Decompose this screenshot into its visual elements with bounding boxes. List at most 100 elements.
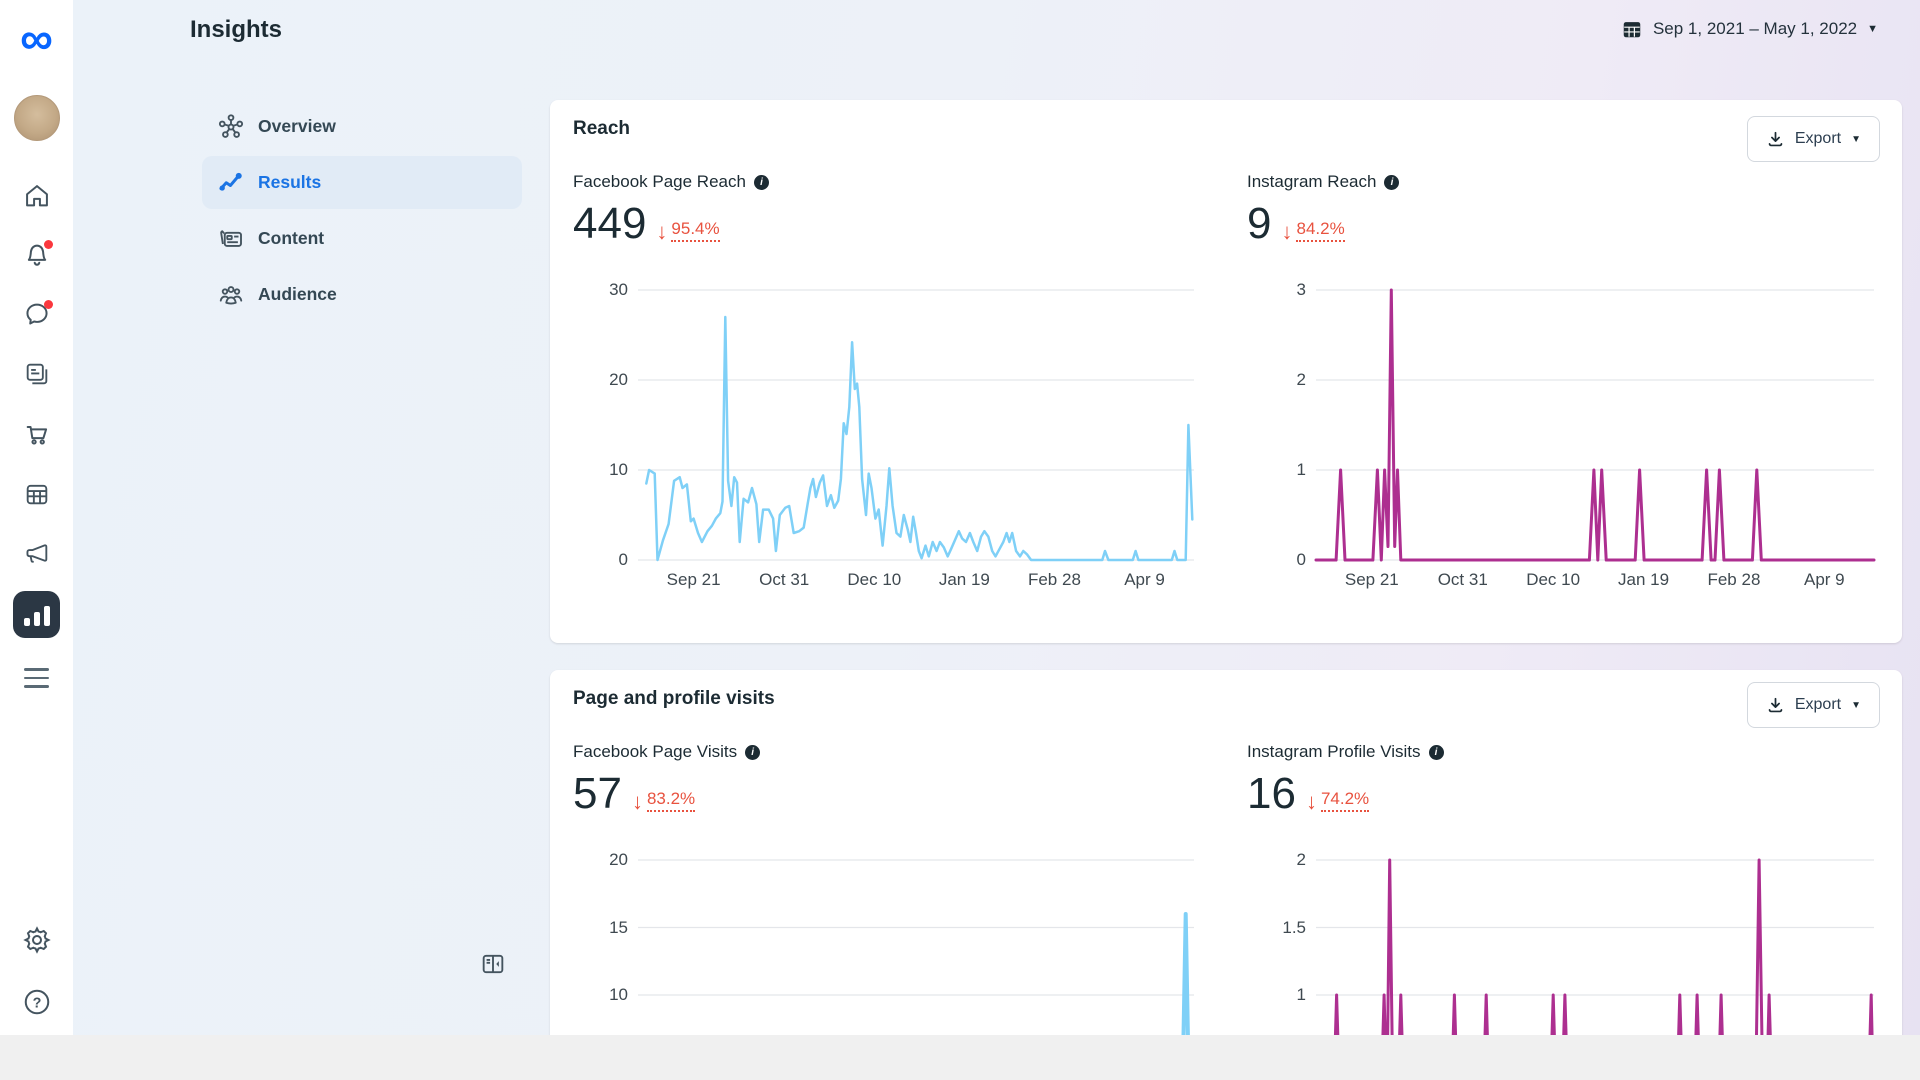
results-icon xyxy=(219,172,242,191)
x-axis-tick-label: Apr 9 xyxy=(1124,570,1165,589)
planner-calendar-icon xyxy=(26,484,47,505)
metric-value: 57 xyxy=(573,769,622,818)
metric-label: Facebook Page Visits xyxy=(573,742,738,761)
delta-percent[interactable]: 83.2% xyxy=(646,789,696,812)
posts-nav[interactable] xyxy=(0,350,73,398)
info-icon[interactable]: i xyxy=(1384,174,1400,190)
info-icon[interactable]: i xyxy=(753,174,769,190)
facebook-page-visits-metric: Facebook Page Visits i 57 ↓ 83.2% xyxy=(573,742,761,818)
download-icon xyxy=(1768,697,1783,712)
facebook-page-reach-metric: Facebook Page Reach i 449 ↓ 95.4% xyxy=(573,172,769,246)
x-axis-tick-label: Sep 21 xyxy=(1344,570,1399,589)
down-arrow-icon: ↓ xyxy=(631,789,643,814)
instagram-profile-visits-metric: Instagram Profile Visits i 16 ↓ 74.2% xyxy=(1247,742,1444,816)
svg-text:?: ? xyxy=(32,995,41,1011)
card-title: Reach xyxy=(573,118,631,139)
y-axis-tick-label: 15 xyxy=(609,917,628,937)
info-icon[interactable]: i xyxy=(1428,744,1444,760)
delta-percent[interactable]: 95.4% xyxy=(671,219,720,242)
nav-item-audience[interactable]: Audience xyxy=(202,268,522,321)
y-axis-tick-label: 20 xyxy=(609,370,628,389)
y-axis-tick-label: 0 xyxy=(618,550,628,569)
nav-item-overview[interactable]: Overview xyxy=(202,100,522,153)
x-axis-tick-label: Dec 10 xyxy=(1526,570,1581,589)
export-label: Export xyxy=(1794,130,1842,147)
export-label: Export xyxy=(1794,696,1842,713)
export-button[interactable]: Export ▼ xyxy=(1746,682,1880,728)
planner-nav[interactable] xyxy=(0,470,73,518)
y-axis-tick-label: 10 xyxy=(609,460,628,479)
down-arrow-icon: ↓ xyxy=(656,219,668,244)
x-axis-tick-label: Jan 19 xyxy=(1618,570,1670,589)
ads-nav[interactable] xyxy=(0,529,73,577)
all-tools-menu-icon xyxy=(24,668,49,688)
chevron-down-icon: ▼ xyxy=(1851,133,1861,145)
help-icon: ? xyxy=(24,989,49,1015)
messages-badge xyxy=(43,300,53,309)
reach-card: Reach Export ▼ Facebook Page Reach i 449… xyxy=(550,100,1902,643)
delta-percent[interactable]: 84.2% xyxy=(1296,219,1345,242)
date-range-picker[interactable]: Sep 1, 2021 – May 1, 2022 ▼ xyxy=(1621,18,1878,40)
chevron-down-icon: ▼ xyxy=(1851,699,1861,711)
all-tools-nav[interactable] xyxy=(0,658,73,698)
x-axis-tick-label: Jan 19 xyxy=(938,570,990,589)
metric-value: 16 xyxy=(1247,769,1296,818)
card-title: Page and profile visits xyxy=(573,688,775,709)
y-axis-tick-label: 2 xyxy=(1296,850,1306,869)
nav-item-content[interactable]: Content xyxy=(202,212,522,265)
insights-chart-icon xyxy=(13,590,60,638)
y-axis-tick-label: 10 xyxy=(609,985,628,1004)
x-axis-tick-label: Apr 9 xyxy=(1804,570,1845,589)
facebook-page-visits-chart: 20 15 10 xyxy=(609,850,1194,1080)
metric-value: 9 xyxy=(1247,199,1272,248)
x-axis-tick-label: Feb 28 xyxy=(1707,570,1761,589)
meta-logo[interactable]: ∞ xyxy=(0,14,73,62)
collapse-panel-icon xyxy=(482,954,504,974)
y-axis-tick-label: 1.5 xyxy=(1282,917,1306,937)
y-axis-tick-label: 2 xyxy=(1296,370,1306,389)
metric-value: 449 xyxy=(573,199,647,248)
home-nav[interactable] xyxy=(0,172,73,220)
commerce-nav[interactable] xyxy=(0,410,73,458)
export-button[interactable]: Export ▼ xyxy=(1746,116,1880,162)
calendar-icon xyxy=(1623,22,1641,38)
left-icon-rail: ∞ xyxy=(0,0,73,1080)
metric-label: Instagram Profile Visits xyxy=(1247,742,1421,761)
metric-label: Instagram Reach xyxy=(1247,172,1377,191)
help-button[interactable]: ? xyxy=(0,982,73,1022)
settings-button[interactable] xyxy=(0,920,73,960)
metric-label: Facebook Page Reach xyxy=(573,172,746,191)
messages-nav[interactable] xyxy=(0,290,73,338)
x-axis-tick-label: Feb 28 xyxy=(1027,570,1081,589)
settings-gear-icon xyxy=(22,926,51,954)
business-profile-avatar[interactable] xyxy=(0,94,73,142)
down-arrow-icon: ↓ xyxy=(1305,789,1317,814)
posts-icon xyxy=(26,363,47,385)
nav-label: Results xyxy=(258,172,322,192)
notification-badge xyxy=(43,240,53,249)
x-axis-tick-label: Oct 31 xyxy=(1437,570,1488,589)
instagram-reach-chart: 3 2 1 0 Sep 21 Oct 31 Dec 10 Jan 19 Feb 28 Apr 9 xyxy=(1297,280,1876,589)
y-axis-tick-label: 20 xyxy=(609,850,628,869)
delta-percent[interactable]: 74.2% xyxy=(1320,789,1370,812)
down-arrow-icon: ↓ xyxy=(1281,219,1293,244)
nav-label: Content xyxy=(258,228,325,248)
info-icon[interactable]: i xyxy=(745,744,761,760)
page-title: Insights xyxy=(190,16,283,43)
insights-nav-active[interactable] xyxy=(0,589,73,639)
metric-delta: ↓ 83.2% xyxy=(631,789,696,816)
metric-delta: ↓ 84.2% xyxy=(1281,219,1345,246)
collapse-panel-button[interactable] xyxy=(477,948,509,980)
instagram-reach-metric: Instagram Reach i 9 ↓ 84.2% xyxy=(1247,172,1400,248)
overview-icon xyxy=(218,113,244,138)
notifications-nav[interactable] xyxy=(0,230,73,278)
y-axis-tick-label: 3 xyxy=(1296,280,1306,299)
messages-chat-icon xyxy=(25,303,48,325)
nav-item-results[interactable]: Results xyxy=(202,156,522,209)
insights-nav: Overview Results Content xyxy=(202,100,522,324)
y-axis-tick-label: 1 xyxy=(1296,460,1306,479)
download-icon xyxy=(1768,131,1783,146)
page-profile-visits-card: Page and profile visits Export ▼ Faceboo… xyxy=(550,670,1902,1080)
bottom-strip xyxy=(0,1035,1920,1080)
